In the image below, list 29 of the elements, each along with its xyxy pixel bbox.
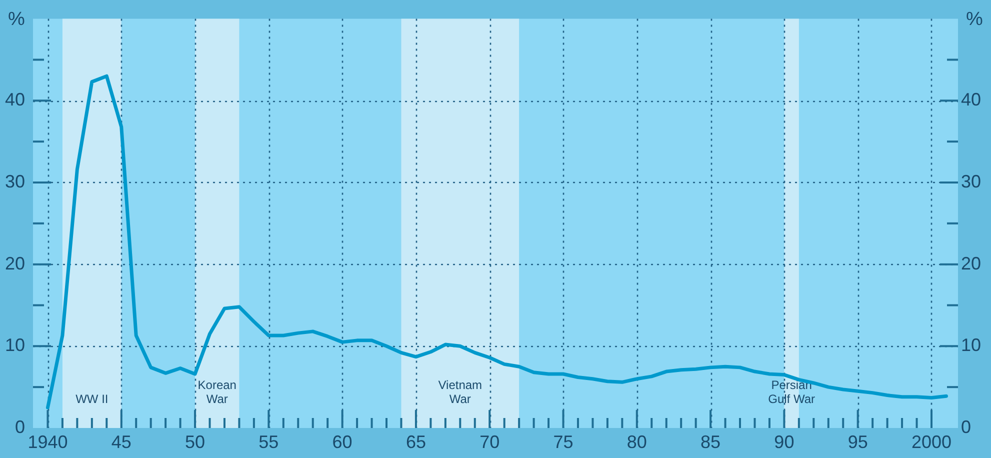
x-tick-label: 60: [332, 432, 352, 452]
x-tick-label: 2000: [911, 432, 952, 452]
y2-tick-label: 40: [961, 90, 982, 110]
y2-tick-label: 30: [961, 171, 982, 192]
band-label: Vietnam War: [438, 378, 482, 406]
x-tick-label: 95: [848, 432, 868, 452]
x-tick-label: 45: [111, 432, 132, 452]
x-tick-label: 70: [480, 432, 500, 452]
y-axis-title: %: [8, 9, 26, 30]
x-tick-label: 85: [700, 432, 721, 452]
y2-tick-label: 20: [961, 253, 982, 274]
band-label: WW II: [76, 392, 108, 406]
x-tick-label: 55: [258, 432, 279, 452]
y-tick-label: 20: [4, 253, 25, 274]
x-tick-label: 75: [553, 432, 574, 452]
y2-tick-label: 0: [961, 416, 972, 437]
band-label: Korean War: [198, 378, 236, 406]
y2-tick-label: 10: [961, 335, 982, 356]
x-tick-label: 50: [185, 432, 206, 452]
y-tick-label: 0: [14, 416, 25, 437]
y-tick-label: 10: [4, 335, 25, 356]
x-tick-label: 65: [406, 432, 426, 452]
y2-axis-title: %: [966, 9, 984, 30]
band-label: Persian Gulf War: [768, 378, 816, 406]
x-tick-label: 90: [774, 432, 794, 452]
y-tick-label: 30: [4, 171, 25, 192]
y-tick-label: 40: [4, 90, 25, 110]
x-tick-label: 80: [626, 432, 647, 452]
x-tick-label: 1940: [28, 432, 68, 452]
